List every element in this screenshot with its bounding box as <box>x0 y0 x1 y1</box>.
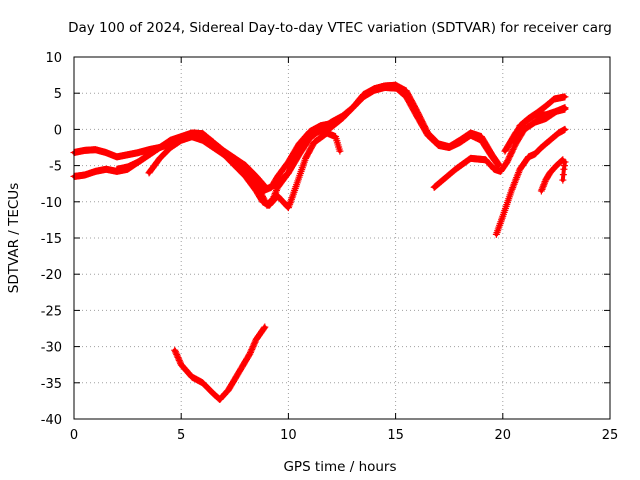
plot-area <box>71 82 569 403</box>
y-tick-label: 5 <box>54 87 62 102</box>
x-tick-label: 15 <box>387 428 404 443</box>
y-tick-label: -35 <box>41 377 62 392</box>
axis-ticks: 0 5 10 15 20 25 10 5 0 -5 -10 -15 -20 -25 -30 -35 -40 <box>41 51 619 443</box>
x-tick-label: 0 <box>70 428 78 443</box>
x-tick-label: 10 <box>280 428 297 443</box>
x-axis-label: GPS time / hours <box>283 459 396 475</box>
y-tick-label: -5 <box>49 160 62 175</box>
series-track-8 <box>493 126 569 238</box>
y-tick-label: -20 <box>41 268 62 283</box>
x-tick-label: 5 <box>177 428 185 443</box>
y-axis-label: SDTVAR / TECUs <box>6 183 22 293</box>
gridlines <box>74 57 610 419</box>
y-tick-label: 0 <box>54 123 62 138</box>
y-tick-label: -25 <box>41 304 62 319</box>
x-tick-label: 25 <box>602 428 619 443</box>
y-tick-label: -40 <box>41 413 62 428</box>
y-tick-label: 10 <box>45 51 62 66</box>
x-tick-label: 20 <box>495 428 512 443</box>
y-tick-label: -15 <box>41 232 62 247</box>
sdtvar-chart: Day 100 of 2024, Sidereal Day-to-day VTE… <box>0 0 640 480</box>
y-tick-label: -30 <box>41 341 62 356</box>
series-track-11 <box>171 324 268 403</box>
chart-title: Day 100 of 2024, Sidereal Day-to-day VTE… <box>68 20 612 36</box>
y-tick-label: -10 <box>41 196 62 211</box>
series-line <box>175 327 265 399</box>
